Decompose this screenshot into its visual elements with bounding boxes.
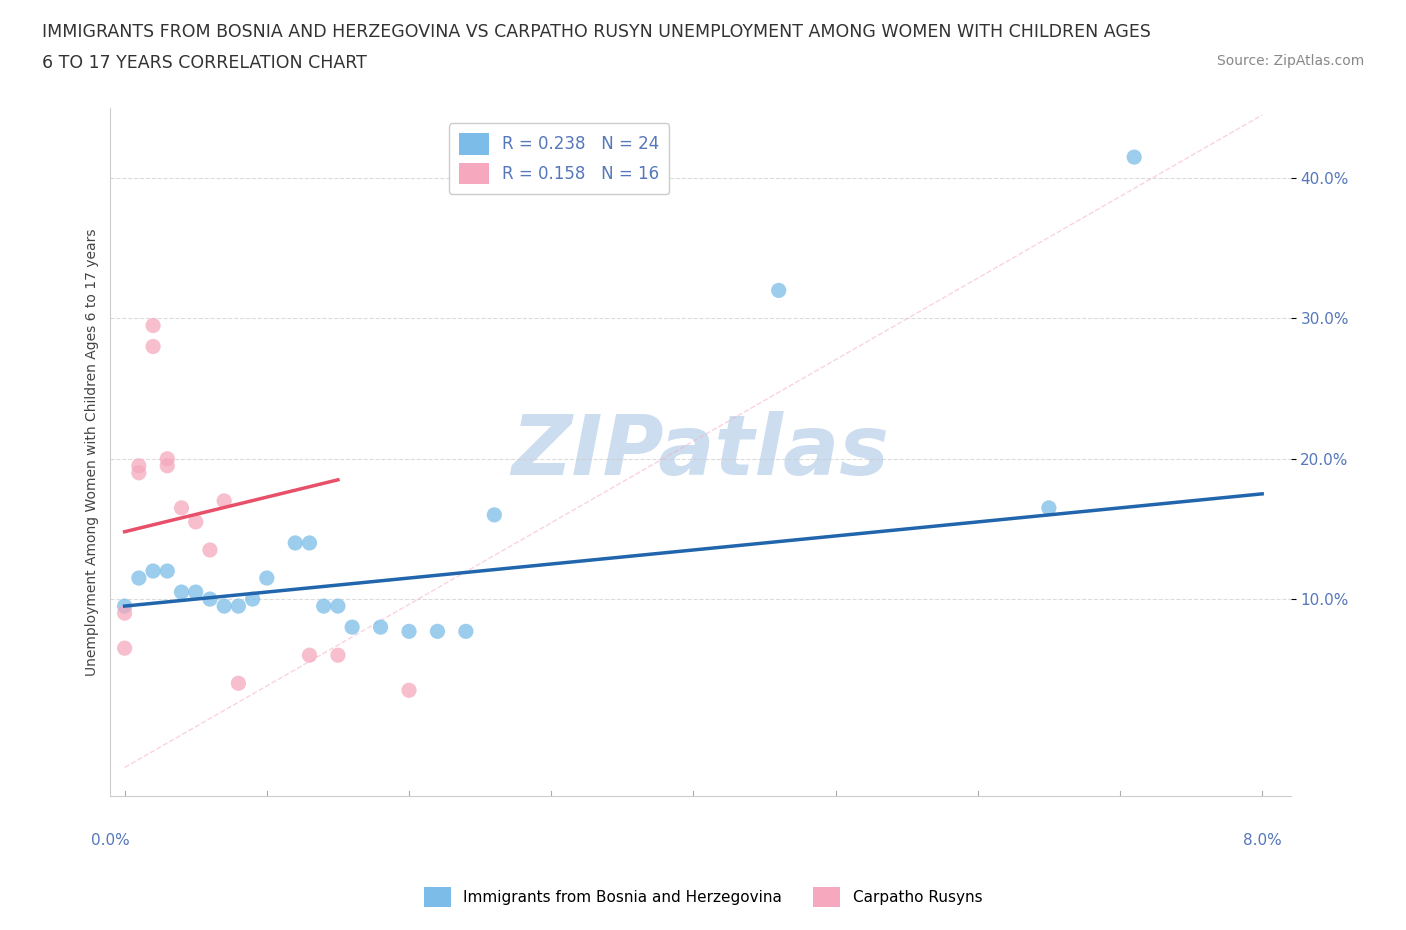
Point — [326, 648, 349, 663]
Point — [128, 458, 150, 473]
Point — [128, 571, 150, 586]
Point — [198, 542, 221, 557]
Point — [198, 591, 221, 606]
Text: 8.0%: 8.0% — [1243, 833, 1281, 848]
Point — [142, 564, 165, 578]
Point — [228, 599, 250, 614]
Point — [426, 624, 449, 639]
Legend: R = 0.238   N = 24, R = 0.158   N = 16: R = 0.238 N = 24, R = 0.158 N = 16 — [449, 123, 669, 194]
Point — [184, 585, 207, 600]
Text: 0.0%: 0.0% — [91, 833, 129, 848]
Point — [114, 599, 136, 614]
Text: ZIPatlas: ZIPatlas — [512, 411, 890, 492]
Point — [454, 624, 477, 639]
Point — [212, 599, 235, 614]
Point — [242, 591, 264, 606]
Point — [1123, 150, 1146, 165]
Point — [256, 571, 278, 586]
Point — [398, 683, 420, 698]
Point — [326, 599, 349, 614]
Point — [298, 536, 321, 551]
Point — [142, 339, 165, 354]
Point — [128, 465, 150, 480]
Point — [1038, 500, 1060, 515]
Point — [298, 648, 321, 663]
Point — [184, 514, 207, 529]
Text: 6 TO 17 YEARS CORRELATION CHART: 6 TO 17 YEARS CORRELATION CHART — [42, 54, 367, 72]
Point — [768, 283, 790, 298]
Point — [114, 605, 136, 620]
Point — [114, 641, 136, 656]
Point — [156, 451, 179, 466]
Text: Source: ZipAtlas.com: Source: ZipAtlas.com — [1216, 54, 1364, 68]
Y-axis label: Unemployment Among Women with Children Ages 6 to 17 years: Unemployment Among Women with Children A… — [86, 228, 100, 675]
Point — [142, 318, 165, 333]
Point — [170, 500, 193, 515]
Legend: Immigrants from Bosnia and Herzegovina, Carpatho Rusyns: Immigrants from Bosnia and Herzegovina, … — [418, 882, 988, 913]
Point — [284, 536, 307, 551]
Point — [170, 585, 193, 600]
Point — [156, 458, 179, 473]
Point — [156, 564, 179, 578]
Point — [484, 508, 506, 523]
Point — [212, 494, 235, 509]
Point — [228, 676, 250, 691]
Text: IMMIGRANTS FROM BOSNIA AND HERZEGOVINA VS CARPATHO RUSYN UNEMPLOYMENT AMONG WOME: IMMIGRANTS FROM BOSNIA AND HERZEGOVINA V… — [42, 23, 1152, 41]
Point — [340, 619, 363, 634]
Point — [312, 599, 335, 614]
Point — [398, 624, 420, 639]
Point — [370, 619, 392, 634]
